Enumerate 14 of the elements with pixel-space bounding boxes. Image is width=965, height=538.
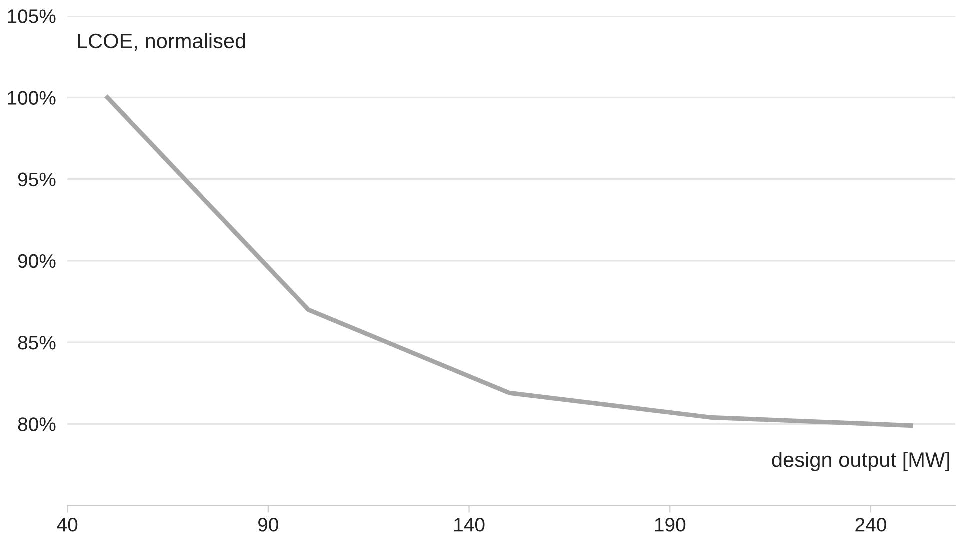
x-tick-label: 190 xyxy=(655,518,686,532)
y-tick-label: 105% xyxy=(8,10,56,24)
y-tick-label: 90% xyxy=(18,254,56,268)
x-tick-label: 240 xyxy=(856,518,886,532)
x-tick-label: 90 xyxy=(258,518,278,532)
y-tick-label: 80% xyxy=(18,418,56,432)
y-tick-label: 100% xyxy=(8,91,56,105)
x-axis-title: design output [MW] xyxy=(772,452,950,472)
y-tick-label: 85% xyxy=(18,336,56,350)
x-tick-label: 40 xyxy=(57,518,78,532)
y-axis-title: LCOE, normalised xyxy=(78,33,246,52)
x-tick-label: 140 xyxy=(454,518,485,532)
line-series xyxy=(105,96,914,428)
y-tick-label: 95% xyxy=(18,172,56,187)
